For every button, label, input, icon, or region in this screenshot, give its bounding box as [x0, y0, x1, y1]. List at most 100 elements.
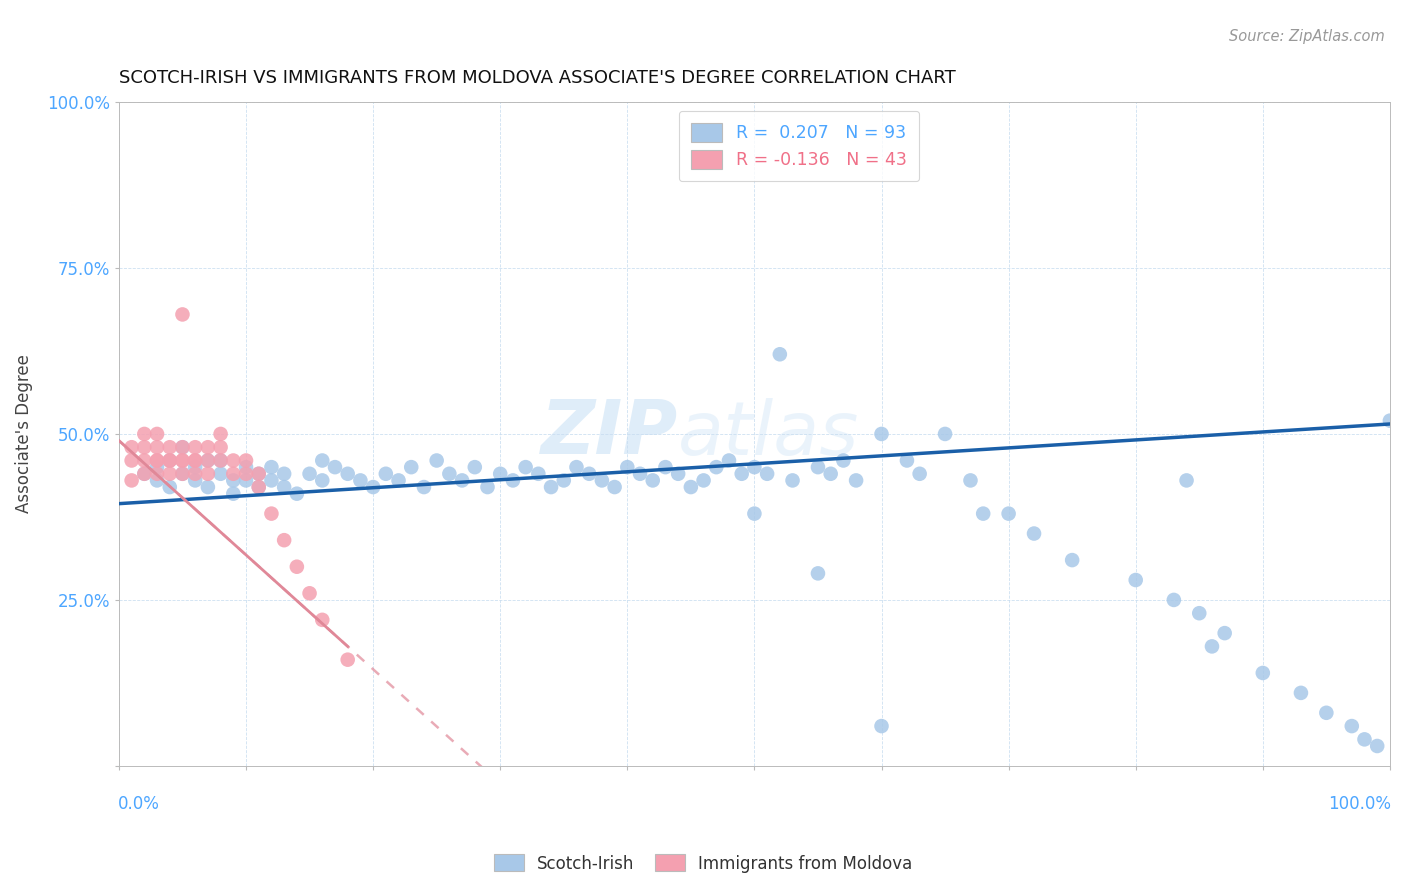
Point — [197, 467, 219, 481]
Point — [184, 474, 207, 488]
Point — [121, 474, 143, 488]
Point — [209, 453, 232, 467]
Point — [439, 467, 461, 481]
Point — [222, 474, 245, 488]
Point — [209, 453, 232, 467]
Point — [1379, 414, 1402, 428]
Point — [222, 467, 245, 481]
Point — [172, 453, 194, 467]
Point — [222, 453, 245, 467]
Point — [146, 453, 169, 467]
Point — [285, 559, 308, 574]
Point — [146, 467, 169, 481]
Point — [399, 460, 422, 475]
Point — [1251, 665, 1274, 680]
Point — [1289, 686, 1312, 700]
Point — [197, 440, 219, 454]
Point — [782, 474, 804, 488]
Point — [298, 586, 321, 600]
Point — [1062, 553, 1084, 567]
Point — [197, 453, 219, 467]
Point — [260, 474, 283, 488]
Point — [679, 480, 702, 494]
Point — [146, 474, 169, 488]
Point — [489, 467, 512, 481]
Point — [1353, 732, 1375, 747]
Point — [540, 480, 562, 494]
Point — [616, 460, 638, 475]
Y-axis label: Associate's Degree: Associate's Degree — [15, 354, 32, 514]
Point — [146, 453, 169, 467]
Point — [209, 426, 232, 441]
Point — [172, 453, 194, 467]
Text: ZIP: ZIP — [541, 398, 678, 470]
Point — [387, 474, 409, 488]
Point — [247, 467, 270, 481]
Point — [654, 460, 676, 475]
Point — [628, 467, 651, 481]
Point — [197, 480, 219, 494]
Text: 100.0%: 100.0% — [1329, 795, 1391, 814]
Point — [1188, 606, 1211, 620]
Point — [134, 426, 156, 441]
Point — [311, 613, 333, 627]
Point — [1125, 573, 1147, 587]
Point — [527, 467, 550, 481]
Point — [361, 480, 384, 494]
Point — [146, 426, 169, 441]
Point — [336, 467, 359, 481]
Point — [134, 440, 156, 454]
Point — [184, 460, 207, 475]
Point — [717, 453, 740, 467]
Point — [172, 440, 194, 454]
Point — [247, 480, 270, 494]
Point — [692, 474, 714, 488]
Point — [666, 467, 689, 481]
Point — [908, 467, 931, 481]
Point — [298, 467, 321, 481]
Point — [769, 347, 792, 361]
Point — [323, 460, 346, 475]
Point — [1213, 626, 1236, 640]
Point — [235, 467, 257, 481]
Point — [374, 467, 396, 481]
Point — [1175, 474, 1198, 488]
Point — [336, 653, 359, 667]
Point — [209, 440, 232, 454]
Point — [426, 453, 449, 467]
Point — [121, 453, 143, 467]
Point — [184, 453, 207, 467]
Point — [159, 453, 181, 467]
Point — [247, 480, 270, 494]
Point — [1315, 706, 1337, 720]
Point — [209, 467, 232, 481]
Point — [972, 507, 994, 521]
Point — [731, 467, 754, 481]
Point — [413, 480, 436, 494]
Point — [273, 533, 295, 548]
Point — [502, 474, 524, 488]
Point — [260, 460, 283, 475]
Text: atlas: atlas — [678, 398, 859, 470]
Text: SCOTCH-IRISH VS IMMIGRANTS FROM MOLDOVA ASSOCIATE'S DEGREE CORRELATION CHART: SCOTCH-IRISH VS IMMIGRANTS FROM MOLDOVA … — [120, 69, 956, 87]
Point — [704, 460, 727, 475]
Point — [134, 453, 156, 467]
Point — [285, 486, 308, 500]
Point — [477, 480, 499, 494]
Point — [273, 467, 295, 481]
Point — [134, 467, 156, 481]
Point — [870, 719, 893, 733]
Point — [235, 453, 257, 467]
Point — [235, 474, 257, 488]
Point — [184, 467, 207, 481]
Point — [172, 440, 194, 454]
Point — [820, 467, 842, 481]
Point — [756, 467, 779, 481]
Point — [235, 460, 257, 475]
Point — [197, 453, 219, 467]
Point — [1201, 640, 1223, 654]
Point — [1367, 739, 1389, 753]
Point — [260, 507, 283, 521]
Point — [959, 474, 981, 488]
Point — [744, 460, 766, 475]
